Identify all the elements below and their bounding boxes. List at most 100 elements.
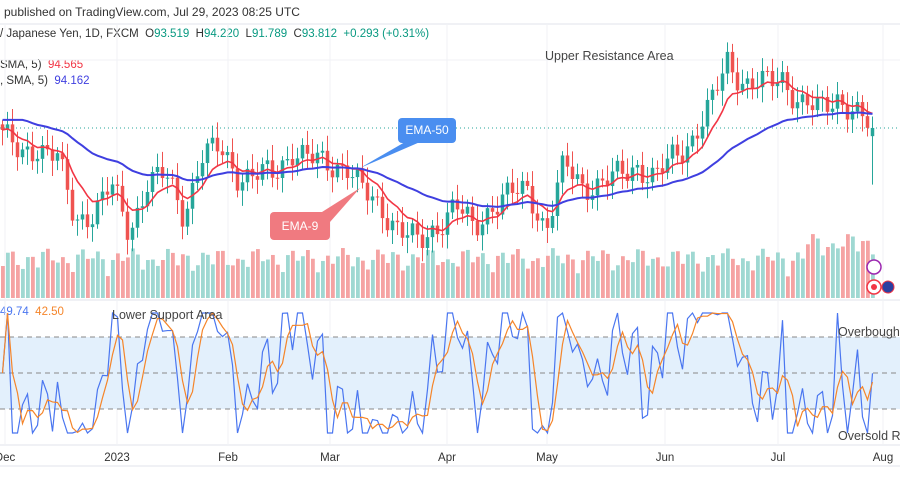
volume-bar: [701, 271, 705, 298]
candle-body: [490, 208, 495, 212]
volume-bar: [316, 272, 320, 298]
volume-bar: [226, 264, 230, 298]
candle-body: [605, 180, 610, 187]
volume-bar: [481, 253, 485, 298]
x-tick-label: Dec: [0, 452, 15, 464]
volume-bar: [696, 263, 700, 298]
volume-bar: [681, 263, 685, 298]
volume-bar: [586, 250, 590, 298]
volume-bar: [651, 258, 655, 298]
candle-body: [375, 196, 380, 198]
volume-bar: [16, 264, 20, 298]
candle-body: [695, 135, 700, 139]
volume-bar: [721, 253, 725, 298]
volume-bar: [826, 247, 830, 298]
volume-bar: [286, 255, 290, 298]
candle-body: [445, 212, 450, 235]
candle-body: [185, 208, 190, 227]
volume-bar: [771, 260, 775, 298]
candle-body: [140, 206, 145, 208]
candle-body: [780, 72, 785, 84]
candle-body: [395, 220, 400, 223]
candle-body: [720, 73, 725, 91]
candle-body: [390, 220, 395, 231]
candle-body: [25, 146, 30, 150]
candle-body: [235, 168, 240, 191]
candle-body: [630, 167, 635, 181]
volume-bar: [836, 248, 840, 298]
candle-body: [5, 124, 10, 130]
candle-body: [425, 237, 430, 248]
candle-body: [690, 135, 695, 147]
candle-body: [825, 96, 830, 112]
volume-bar: [251, 251, 255, 298]
volume-bar: [256, 249, 260, 298]
candle-body: [385, 218, 390, 231]
candle-body: [275, 177, 280, 179]
candle-body: [50, 149, 55, 161]
volume-bar: [606, 253, 610, 298]
volume-bar: [126, 257, 130, 298]
volume-bar: [786, 276, 790, 298]
volume-bar: [426, 249, 430, 298]
volume-bar: [731, 258, 735, 298]
x-tick-label: Aug: [873, 452, 893, 464]
volume-bar: [26, 257, 30, 298]
volume-bar: [686, 254, 690, 298]
volume-bar: [356, 257, 360, 298]
volume-bar: [796, 252, 800, 298]
candle-body: [545, 218, 550, 228]
volume-bar: [461, 251, 465, 298]
candle-body: [205, 143, 210, 164]
volume-bar: [166, 248, 170, 298]
candle-body: [160, 166, 165, 179]
candle-body: [505, 182, 510, 195]
close-value: 93.812: [301, 28, 338, 40]
candle-body: [675, 144, 680, 156]
volume-bar: [856, 251, 860, 298]
candle-body: [30, 146, 35, 162]
volume-bar: [671, 251, 675, 298]
volume-bar: [336, 256, 340, 298]
candle-body: [145, 191, 150, 207]
candle-body: [380, 196, 385, 219]
candle-body: [410, 223, 415, 236]
volume-bar: [136, 254, 140, 298]
symbol-name: / Japanese Yen, 1D, FXCM: [0, 28, 139, 40]
candle-body: [420, 234, 425, 248]
volume-bar: [761, 248, 765, 298]
volume-bar: [151, 259, 155, 298]
low-value: 91.789: [251, 28, 288, 40]
earnings-lightning-icon: [866, 259, 882, 275]
candle-body: [150, 172, 155, 192]
candle-body: [860, 102, 865, 117]
volume-bar: [581, 260, 585, 298]
volume-bar: [591, 256, 595, 298]
candle-body: [865, 116, 870, 128]
volume-bar: [161, 259, 165, 298]
symbol-info: / Japanese Yen, 1D, FXCM O93.519 H94.220…: [0, 28, 429, 40]
stoch-d-value: 42.50: [35, 306, 64, 318]
volume-bar: [131, 248, 135, 298]
volume-bar: [626, 260, 630, 298]
volume-bar: [376, 249, 380, 298]
volume-bar: [511, 254, 515, 298]
candle-body: [660, 168, 665, 173]
volume-bar: [186, 255, 190, 298]
volume-bar: [501, 252, 505, 298]
volume-bar: [296, 260, 300, 298]
volume-bar: [281, 272, 285, 298]
volume-bar: [71, 271, 75, 298]
candle-body: [840, 94, 845, 105]
volume-bar: [411, 254, 415, 298]
volume-bar: [676, 251, 680, 298]
candle-body: [510, 182, 515, 193]
candle-body: [305, 144, 310, 154]
candle-body: [220, 151, 225, 156]
candle-body: [200, 163, 205, 177]
volume-bar: [201, 252, 205, 298]
candle-body: [520, 180, 525, 194]
candle-body: [210, 137, 215, 144]
candle-body: [85, 214, 90, 228]
